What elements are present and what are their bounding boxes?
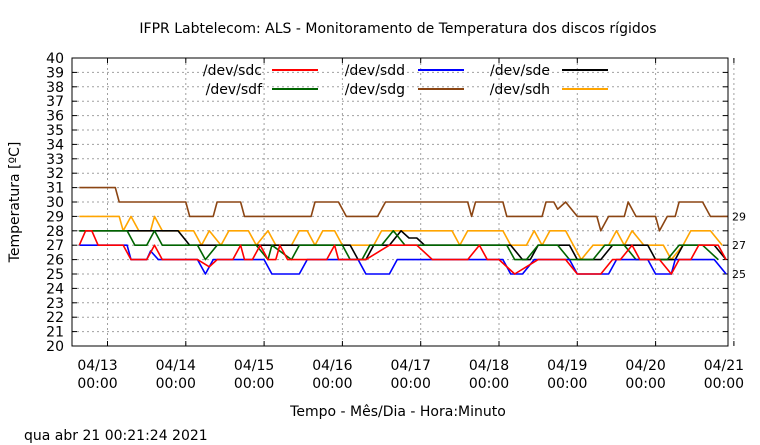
right-value-label: 27	[732, 239, 746, 252]
y-tick-label: 21	[46, 325, 64, 341]
legend-label: /dev/sde	[490, 63, 550, 79]
y-tick-label: 33	[46, 152, 64, 168]
y-tick-label: 23	[46, 296, 64, 312]
chart-title: IFPR Labtelecom: ALS - Monitoramento de …	[139, 21, 656, 37]
x-tick-date: 04/14	[156, 358, 196, 374]
y-tick-label: 37	[46, 94, 64, 110]
y-tick-label: 35	[46, 123, 64, 139]
x-tick-time: 00:00	[156, 376, 196, 392]
y-tick-label: 27	[46, 238, 64, 254]
y-tick-label: 26	[46, 253, 64, 269]
right-value-label: 29	[732, 210, 746, 223]
right-value-labels: 29 27 25	[732, 210, 746, 281]
y-tick-label: 40	[46, 51, 64, 67]
x-tick-date: 04/15	[234, 358, 274, 374]
series-lines	[78, 186, 728, 275]
y-tick-label: 22	[46, 310, 64, 326]
y-tick-label: 25	[46, 267, 64, 283]
y-tick-label: 32	[46, 166, 64, 182]
y-tick-label: 36	[46, 109, 64, 125]
x-tick-date: 04/17	[391, 358, 431, 374]
x-tick-time: 00:00	[547, 376, 587, 392]
y-tick-label: 20	[46, 339, 64, 355]
x-tick-date: 04/13	[77, 358, 117, 374]
series-line-sdh	[79, 215, 723, 261]
legend-label: /dev/sdf	[206, 82, 263, 98]
footer-timestamp: qua abr 21 00:21:24 2021	[24, 428, 208, 444]
y-tick-label: 34	[46, 137, 64, 153]
y-tick-label: 29	[46, 209, 64, 225]
series-line-sdf	[79, 230, 719, 261]
x-tick-date: 04/21	[704, 358, 744, 374]
y-tick-label: 39	[46, 65, 64, 81]
x-tick-time: 00:00	[625, 376, 665, 392]
legend-label: /dev/sdh	[490, 82, 550, 98]
plot-frame	[71, 57, 729, 347]
x-tick-date: 04/20	[625, 358, 665, 374]
x-tick-date: 04/19	[547, 358, 587, 374]
y-tick-label: 38	[46, 80, 64, 96]
x-tick-date: 04/16	[312, 358, 352, 374]
x-tick-time: 00:00	[234, 376, 274, 392]
y-axis-ticks: 2021222324252627282930313233343536373839…	[46, 51, 728, 355]
legend-label: /dev/sdg	[345, 82, 405, 98]
x-tick-time: 00:00	[704, 376, 744, 392]
series-line-sdg	[79, 186, 728, 232]
legend-label: /dev/sdd	[345, 63, 405, 79]
x-axis-label: Tempo - Mês/Dia - Hora:Minuto	[289, 404, 506, 420]
legend: /dev/sdc/dev/sdd/dev/sde/dev/sdf/dev/sdg…	[203, 63, 608, 98]
x-tick-time: 00:00	[469, 376, 509, 392]
x-axis-ticks: 04/13 00:00 04/14 00:00 04/15 00:00 04/16 00:00…	[77, 58, 744, 392]
y-tick-label: 24	[46, 281, 64, 297]
x-tick-time: 00:00	[77, 376, 117, 392]
series-line-sdc	[78, 230, 727, 275]
y-tick-label: 28	[46, 224, 64, 240]
y-axis-label: Temperatura [ºC]	[7, 142, 23, 264]
x-tick-time: 00:00	[391, 376, 431, 392]
legend-label: /dev/sdc	[203, 63, 262, 79]
x-tick-date: 04/18	[469, 358, 509, 374]
x-tick-time: 00:00	[312, 376, 352, 392]
y-tick-label: 31	[46, 181, 64, 197]
right-value-label: 25	[732, 268, 746, 281]
y-tick-label: 30	[46, 195, 64, 211]
